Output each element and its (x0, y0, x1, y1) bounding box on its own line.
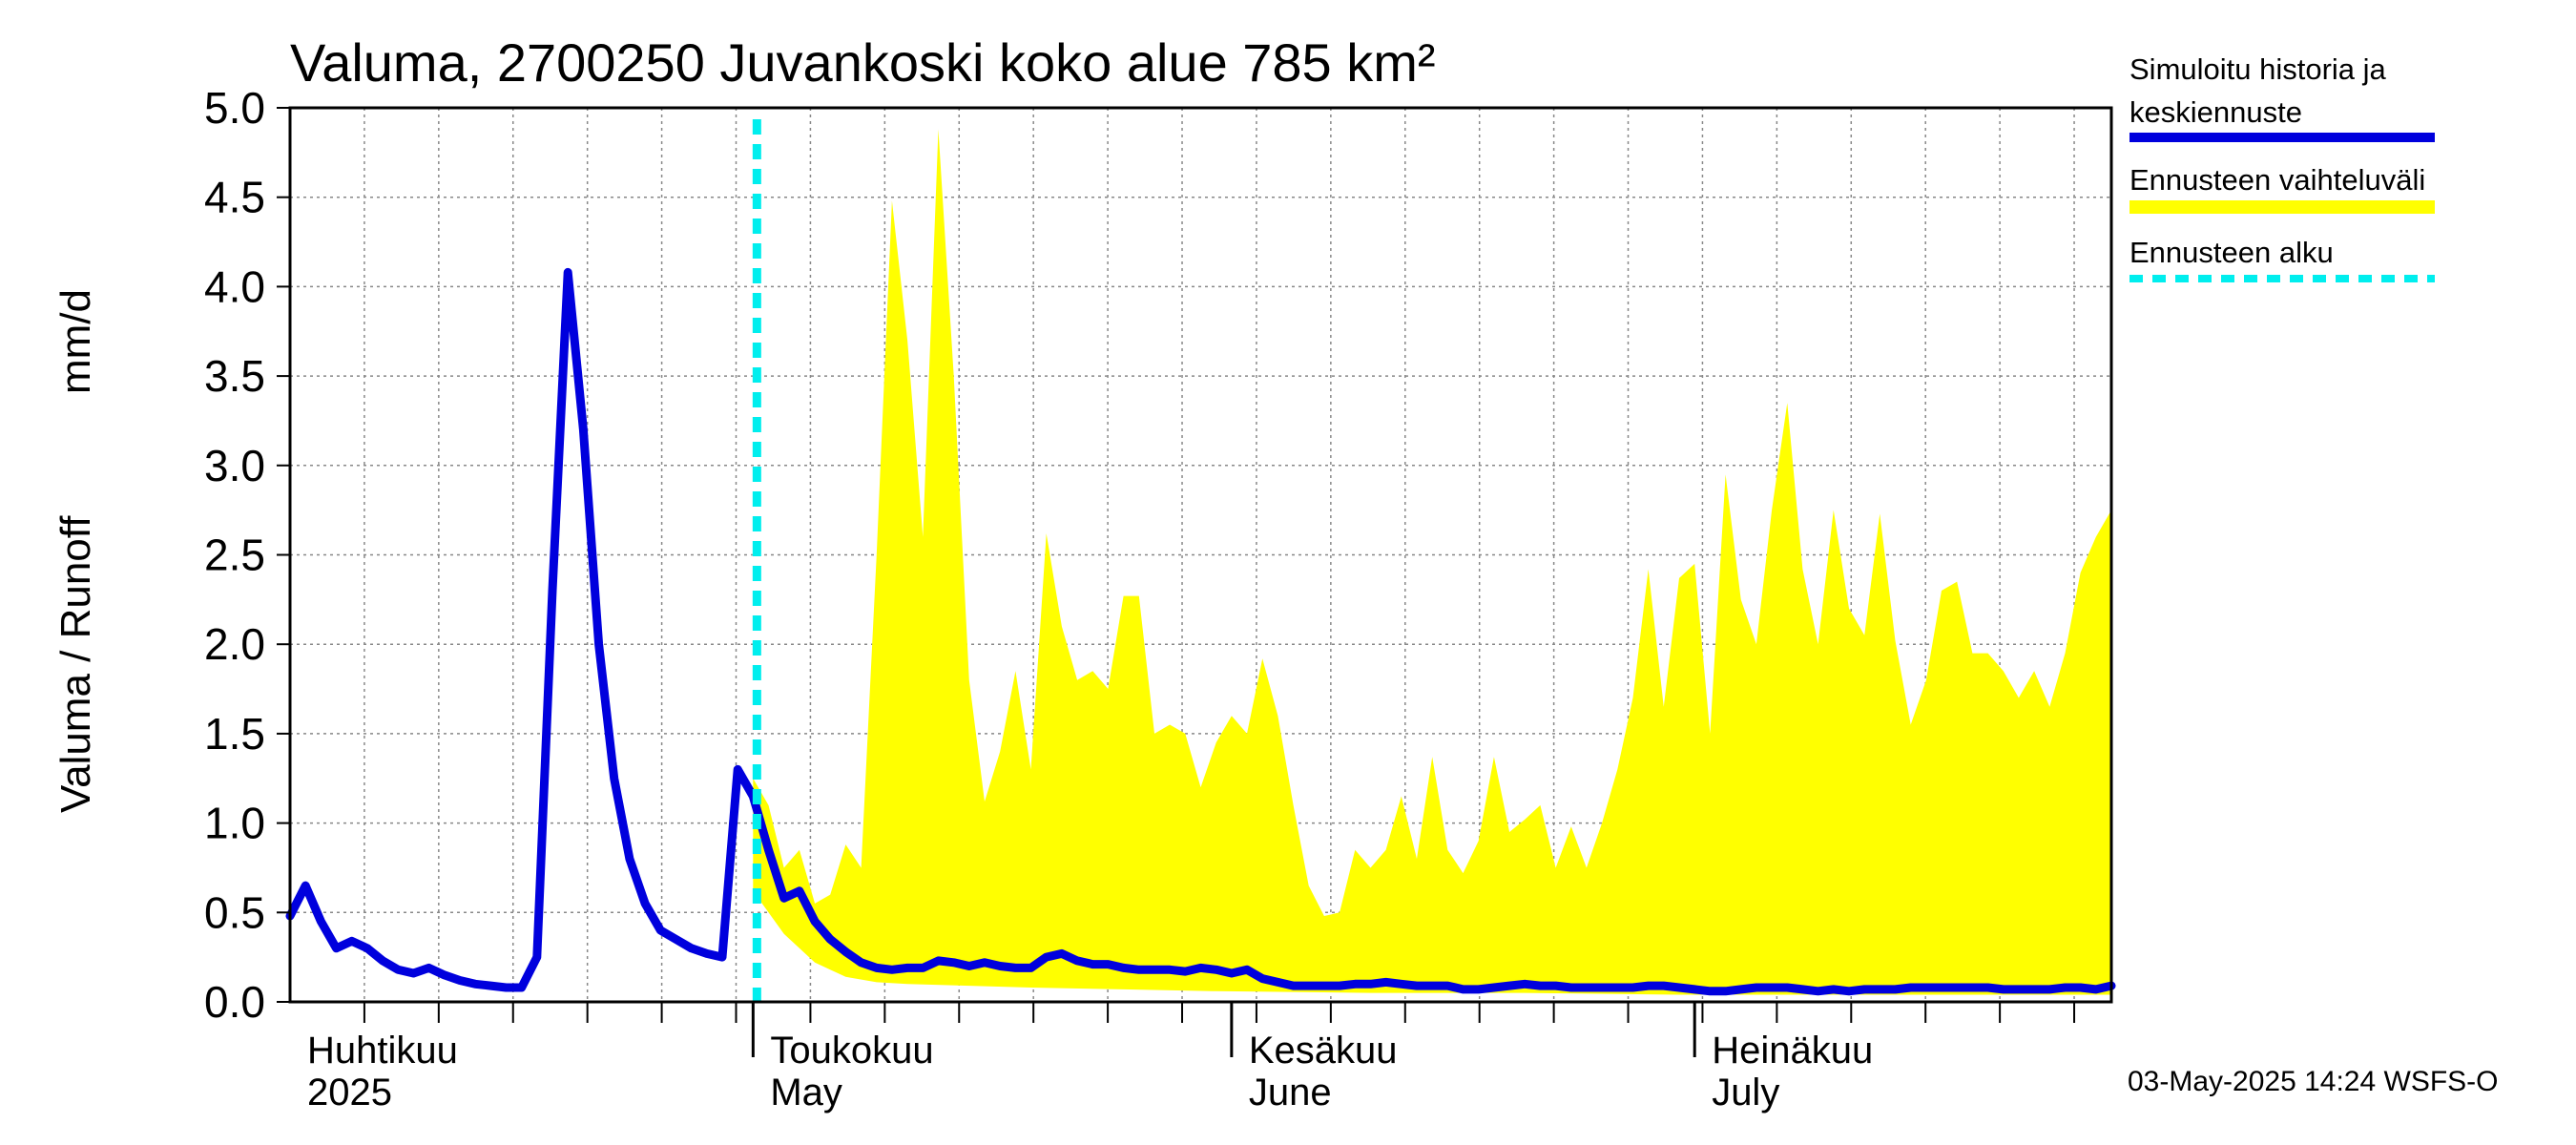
legend-band-label: Ennusteen vaihteluväli (2129, 163, 2425, 197)
legend-history-label-line2: keskiennuste (2129, 95, 2302, 129)
forecast-range-band (753, 129, 2111, 995)
timestamp-footer: 03-May-2025 14:24 WSFS-O (2128, 1066, 2499, 1097)
y-tick-label: 3.0 (204, 441, 265, 490)
month-label-fi: Kesäkuu (1249, 1030, 1398, 1072)
y-axis-unit: mm/d (52, 289, 99, 394)
axes (277, 106, 2113, 1057)
legend: Simuloitu historia ja keskiennuste Ennus… (2129, 52, 2435, 282)
month-label-fi: Toukokuu (770, 1030, 933, 1072)
y-tick-label: 2.5 (204, 531, 265, 580)
plot-frame (288, 106, 2113, 1004)
y-tick-label: 3.5 (204, 351, 265, 401)
y-tick-label: 4.5 (204, 173, 265, 222)
y-tick-label: 0.5 (204, 887, 265, 937)
y-tick-label: 4.0 (204, 261, 265, 311)
month-label-fi: Huhtikuu (307, 1030, 458, 1072)
y-tick-labels: 0.0 0.5 1.0 1.5 2.0 2.5 3.0 3.5 4.0 4.5 5.0 (204, 83, 265, 1027)
month-label-en: May (770, 1072, 842, 1114)
forecast-range-band-layer (753, 129, 2111, 995)
month-label-en: July (1712, 1072, 1779, 1114)
month-label-fi: Heinäkuu (1712, 1030, 1873, 1072)
legend-forecast-start-label: Ennusteen alku (2129, 236, 2334, 269)
y-tick-label: 0.0 (204, 977, 265, 1027)
y-tick-label: 1.5 (204, 709, 265, 759)
y-axis-label: Valuma / Runoff (52, 515, 99, 813)
chart-title: Valuma, 2700250 Juvankoski koko alue 785… (290, 32, 1436, 93)
grid (290, 108, 2111, 1002)
y-tick-label: 1.0 (204, 799, 265, 848)
y-tick-label: 5.0 (204, 83, 265, 133)
history-line-layer (285, 267, 2116, 996)
y-tick-label: 2.0 (204, 619, 265, 669)
history-line (285, 267, 2116, 996)
legend-history-label-line1: Simuloitu historia ja (2129, 52, 2387, 86)
month-label-en: June (1249, 1072, 1332, 1114)
month-label-en: 2025 (307, 1072, 392, 1114)
